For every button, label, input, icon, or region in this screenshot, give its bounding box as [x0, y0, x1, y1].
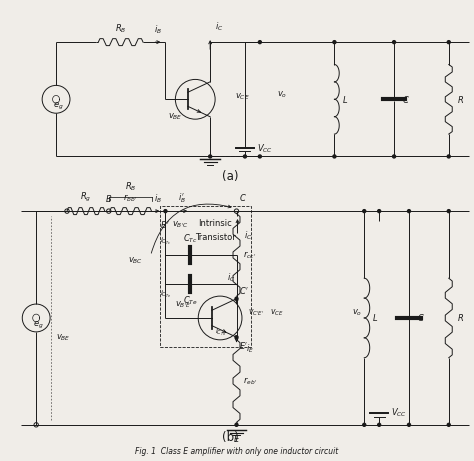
Circle shape — [447, 155, 450, 158]
Circle shape — [333, 41, 336, 44]
Circle shape — [333, 155, 336, 158]
Text: Intrinsic: Intrinsic — [198, 219, 232, 228]
Text: $B$: $B$ — [105, 193, 112, 204]
Text: $C_{Tc}$: $C_{Tc}$ — [183, 232, 198, 245]
Text: $v_{CE}$: $v_{CE}$ — [270, 308, 283, 318]
Text: $R$: $R$ — [457, 313, 464, 324]
Circle shape — [164, 210, 167, 213]
Text: $C$: $C$ — [402, 94, 410, 105]
Text: $v_{B'C}$: $v_{B'C}$ — [172, 219, 189, 230]
Circle shape — [447, 210, 450, 213]
Text: $R_B$: $R_B$ — [115, 23, 127, 35]
Text: $E$: $E$ — [233, 433, 240, 444]
Circle shape — [392, 41, 396, 44]
Text: $C$: $C$ — [417, 313, 425, 324]
Text: Fig. 1  Class E amplifier with only one inductor circuit: Fig. 1 Class E amplifier with only one i… — [136, 447, 338, 456]
Text: Transistor: Transistor — [195, 233, 236, 242]
Text: $r_{bb'}$: $r_{bb'}$ — [123, 193, 138, 204]
Circle shape — [447, 423, 450, 426]
Text: $r_{cc'}$: $r_{cc'}$ — [244, 249, 257, 260]
Text: $i_C$: $i_C$ — [228, 272, 236, 284]
Text: $B'$: $B'$ — [160, 219, 171, 230]
Text: $C'$: $C'$ — [239, 285, 249, 296]
Circle shape — [378, 210, 381, 213]
Circle shape — [447, 41, 450, 44]
Text: $e_g$: $e_g$ — [53, 100, 64, 112]
Circle shape — [235, 336, 238, 339]
Text: $L$: $L$ — [342, 94, 348, 105]
Circle shape — [258, 41, 261, 44]
Circle shape — [209, 155, 212, 158]
Text: $i_{C_{Tc}}$: $i_{C_{Tc}}$ — [160, 236, 171, 247]
Text: $v_o$: $v_o$ — [277, 89, 287, 100]
Text: $i_{C_{To}}$: $i_{C_{To}}$ — [215, 327, 227, 338]
Text: $v_{BE}$: $v_{BE}$ — [168, 111, 182, 122]
Text: $V_{CC}$: $V_{CC}$ — [257, 142, 273, 155]
Text: $C_{Te}$: $C_{Te}$ — [183, 294, 198, 307]
Text: $R_g$: $R_g$ — [80, 191, 91, 204]
Circle shape — [408, 210, 410, 213]
Text: $V_{CC}$: $V_{CC}$ — [391, 407, 407, 419]
Circle shape — [392, 155, 396, 158]
Text: $r_{eb'}$: $r_{eb'}$ — [244, 375, 258, 387]
Text: $v_{BC}$: $v_{BC}$ — [128, 255, 143, 266]
Text: $v_{CE}$: $v_{CE}$ — [235, 91, 250, 101]
Circle shape — [363, 210, 366, 213]
Text: $R_B$: $R_B$ — [125, 181, 137, 193]
Circle shape — [235, 297, 238, 300]
Text: $v_{BE}$: $v_{BE}$ — [56, 332, 71, 343]
Text: $e_g$: $e_g$ — [33, 320, 44, 331]
Text: $C$: $C$ — [239, 192, 247, 203]
Text: $v_{C'E'}$: $v_{C'E'}$ — [248, 308, 264, 318]
Text: $v_{B'E}$: $v_{B'E}$ — [175, 299, 192, 309]
Text: $E'$: $E'$ — [239, 340, 249, 351]
Text: $i_C$: $i_C$ — [245, 230, 253, 242]
Text: $v_o$: $v_o$ — [352, 308, 363, 318]
Circle shape — [235, 423, 238, 426]
Text: $i_E$: $i_E$ — [246, 343, 255, 355]
Text: $L$: $L$ — [372, 313, 378, 324]
Circle shape — [408, 423, 410, 426]
Circle shape — [258, 155, 261, 158]
Text: (b): (b) — [222, 431, 238, 444]
Text: $i_C$: $i_C$ — [215, 21, 224, 34]
Text: $i_B$: $i_B$ — [155, 24, 163, 36]
Text: $i_B$: $i_B$ — [155, 193, 163, 205]
Text: $i_B'$: $i_B'$ — [178, 192, 186, 205]
Text: (a): (a) — [222, 170, 238, 183]
Circle shape — [363, 423, 366, 426]
Circle shape — [244, 155, 246, 158]
Text: $i_{C_{Te}}$: $i_{C_{Te}}$ — [160, 289, 171, 300]
Text: $R$: $R$ — [457, 94, 464, 105]
Circle shape — [378, 423, 381, 426]
